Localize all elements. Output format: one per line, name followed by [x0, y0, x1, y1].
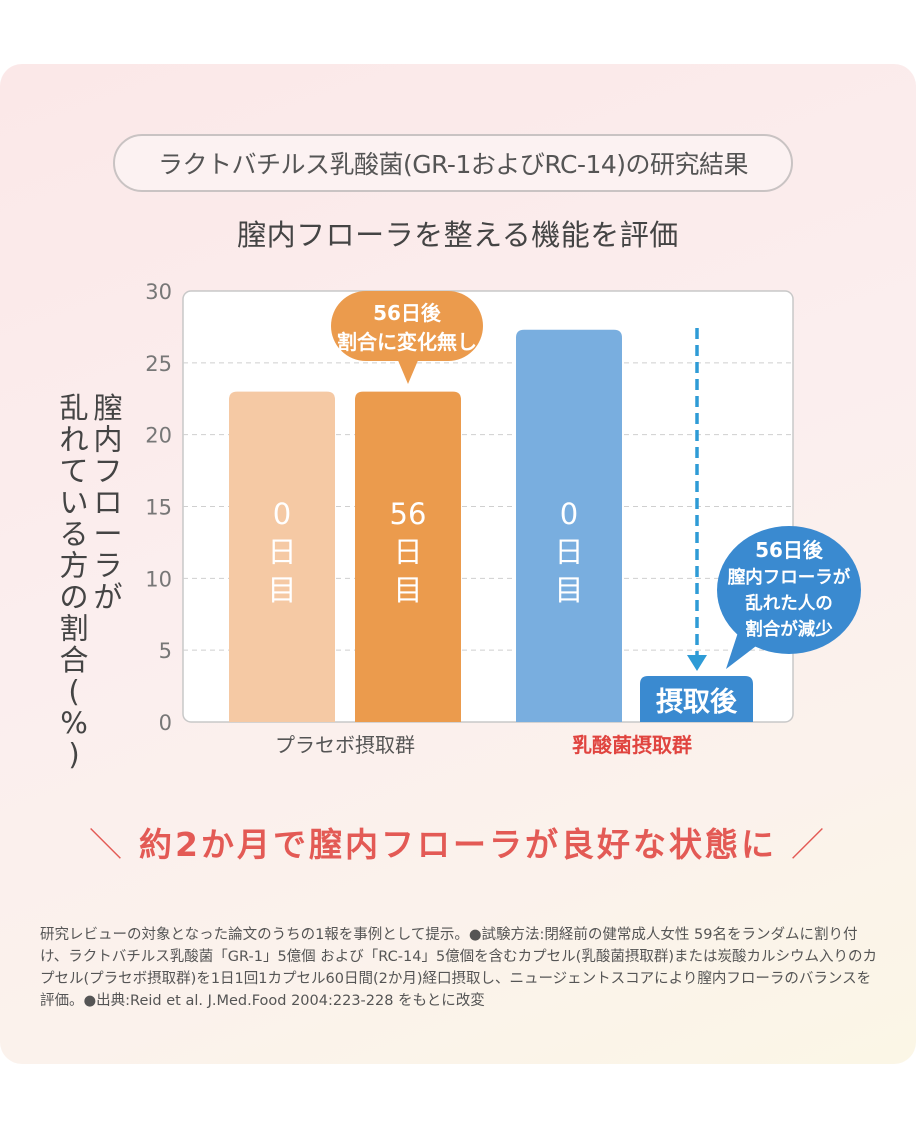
callout-placebo-text: 割合に変化無し: [337, 330, 477, 354]
y-axis-label-char: れ: [59, 423, 88, 457]
after-bar-label: 摂取後: [656, 687, 738, 718]
bar-label: 0: [273, 497, 291, 531]
y-tick-label: 30: [145, 280, 172, 304]
bar-chart: 051015202530膣内フローラが乱れている方の割合(%)0日目56日目0日…: [59, 280, 861, 772]
callout-lactic-text: 56日後: [755, 538, 824, 562]
study-title: ラクトバチルス乳酸菌(GR-1およびRC-14)の研究結果: [157, 150, 749, 179]
bar-label: 目: [393, 573, 422, 607]
y-tick-label: 15: [145, 496, 172, 520]
y-axis-label-char: 膣: [93, 391, 122, 425]
callout-lactic-text: 割合が減少: [745, 619, 833, 640]
y-axis-label-char: 方: [59, 549, 88, 583]
bar-label: 日: [554, 535, 583, 569]
y-axis-label-char: ロ: [93, 486, 122, 520]
callout-placebo-text: 56日後: [373, 301, 442, 325]
y-axis-label-char: ー: [93, 517, 122, 551]
study-title-pill: ラクトバチルス乳酸菌(GR-1およびRC-14)の研究結果: [113, 134, 793, 192]
footnote: 研究レビューの対象となった論文のうちの1報を事例として提示。●試験方法:閉経前の…: [40, 927, 877, 1009]
y-axis-label-char: い: [59, 486, 88, 520]
conclusion-text-row: ＼ 約2か月で膣内フローラが良好な状態に ／: [0, 818, 916, 866]
y-axis-label-char: ): [68, 738, 79, 772]
y-axis-label-char: が: [93, 580, 122, 614]
y-axis-label-char: フ: [93, 454, 122, 488]
y-axis-label-char: %: [60, 706, 88, 740]
y-axis-label-char: 乱: [59, 391, 88, 425]
callout-placebo-pointer: [397, 358, 419, 384]
y-axis-label-char: ラ: [93, 549, 122, 583]
conclusion-text: 約2か月で膣内フローラが良好な状態に: [139, 825, 777, 864]
x-group-label: プラセボ摂取群: [275, 733, 415, 757]
callout-lactic-text: 乱れた人の: [745, 593, 833, 614]
x-group-label: 乳酸菌摂取群: [572, 733, 692, 757]
bar: [229, 391, 335, 722]
y-tick-label: 20: [145, 424, 172, 448]
y-tick-label: 25: [145, 352, 172, 376]
y-axis-label-char: の: [59, 580, 88, 614]
y-axis-label-char: 内: [93, 423, 122, 457]
bar-label: 0: [560, 497, 578, 531]
bar-label: 56: [390, 497, 427, 531]
y-axis-label-char: る: [59, 517, 88, 551]
y-axis-label-char: (: [68, 675, 79, 709]
callout-lactic-bubble: [717, 526, 861, 654]
callout-placebo-bubble: [331, 291, 483, 361]
bar-label: 目: [267, 573, 296, 607]
after-bar: [640, 676, 753, 722]
y-axis-label-char: 合: [59, 643, 88, 677]
slash-left: ＼: [89, 825, 126, 864]
slash-right: ／: [790, 825, 827, 864]
bar: [516, 329, 622, 722]
chart-subtitle: 膣内フローラを整える機能を評価: [237, 218, 679, 252]
y-axis-label-char: 割: [59, 612, 88, 646]
bar-label: 日: [267, 535, 296, 569]
y-tick-label: 10: [145, 567, 172, 591]
bar-label: 目: [554, 573, 583, 607]
y-tick-label: 0: [159, 711, 172, 735]
callout-lactic-text: 膣内フローラが: [728, 567, 851, 588]
y-axis-label-char: て: [59, 454, 88, 488]
decrease-arrow-head: [687, 655, 707, 671]
bar-label: 日: [393, 535, 422, 569]
bar: [355, 391, 461, 722]
y-tick-label: 5: [159, 639, 172, 663]
